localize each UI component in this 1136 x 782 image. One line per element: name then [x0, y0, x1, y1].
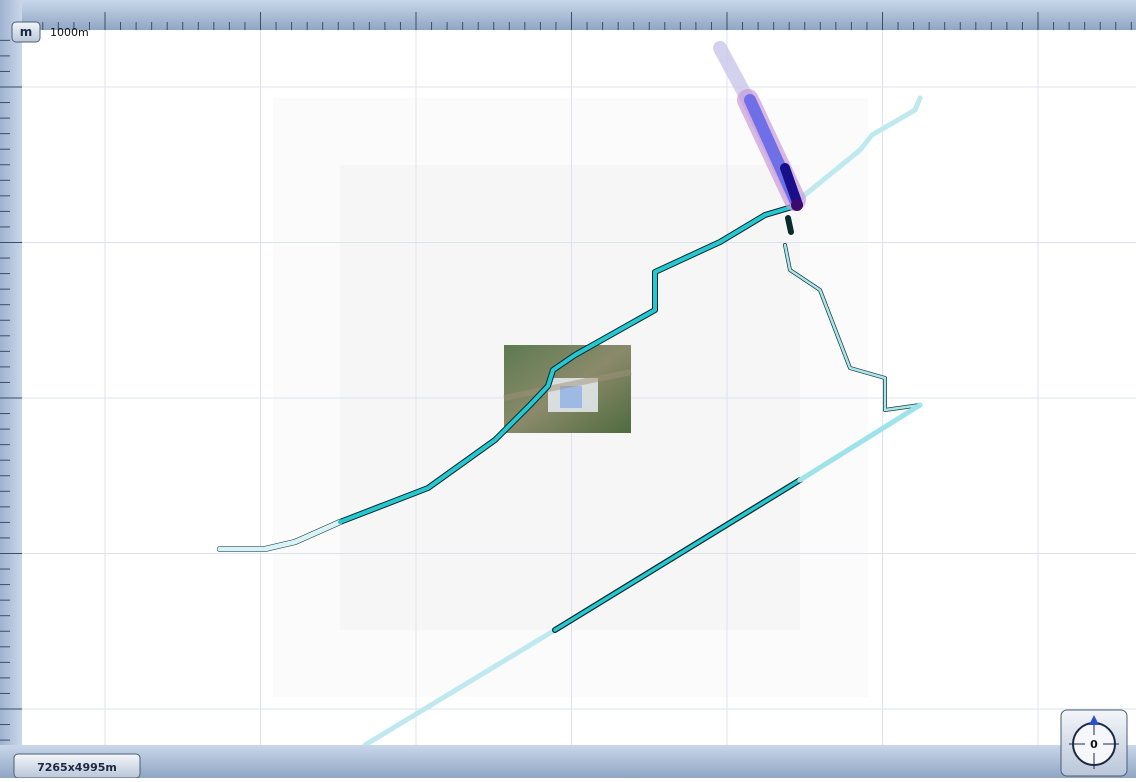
compass[interactable]: 0	[1060, 709, 1128, 777]
bottom-bar	[0, 745, 1136, 778]
track-lower-faded	[362, 627, 558, 748]
track-lower	[553, 478, 802, 632]
track-stub	[785, 215, 794, 235]
track-lower-light	[797, 402, 923, 483]
ruler-ticks	[0, 12, 1132, 741]
dimensions-panel: 7265x4995m	[13, 753, 141, 779]
unit-button-label: m	[20, 25, 33, 39]
tracks	[217, 41, 923, 748]
scale-label: 1000m	[50, 26, 89, 39]
track-branch-fill	[783, 243, 922, 412]
unit-button[interactable]: m	[11, 21, 41, 43]
top-ruler	[0, 0, 1136, 30]
compass-heading: 0	[1090, 738, 1098, 751]
track-main	[338, 205, 794, 524]
dimensions-label: 7265x4995m	[37, 761, 117, 774]
track-faded	[787, 95, 923, 210]
aerial-photo	[503, 345, 632, 433]
track-route-dark	[780, 163, 803, 210]
route-end	[791, 199, 803, 211]
left-ruler	[0, 0, 22, 745]
track-main-faded	[217, 519, 343, 552]
